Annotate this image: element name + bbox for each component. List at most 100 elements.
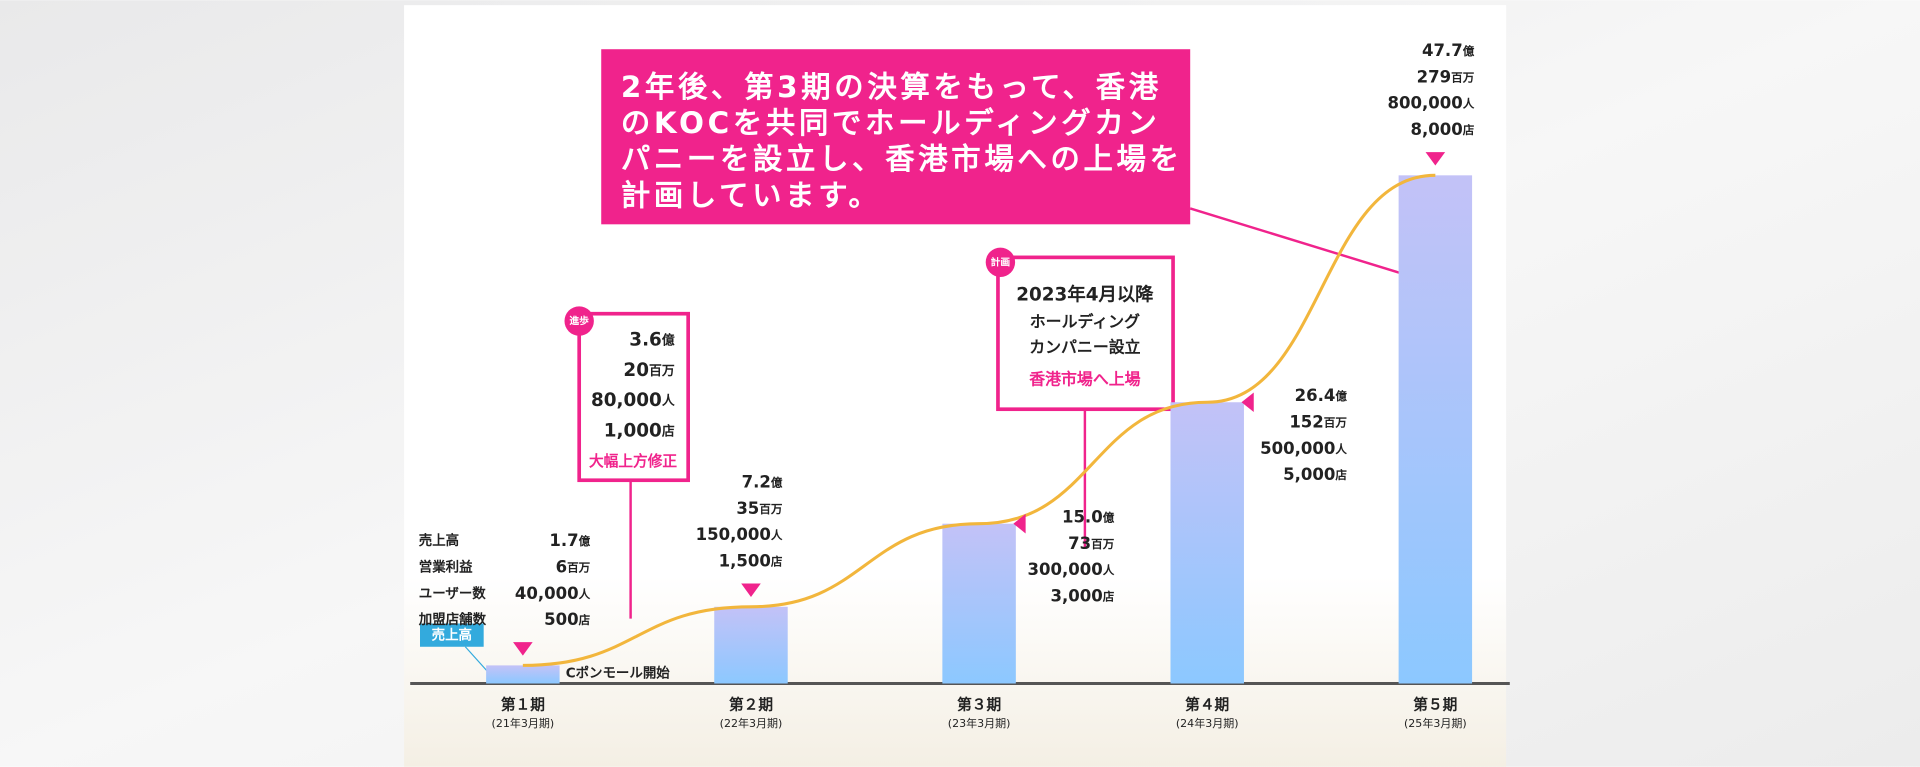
unit: 百万 bbox=[1451, 70, 1475, 84]
value: 73 bbox=[1068, 533, 1091, 552]
x-tick-sublabel: (21年3月期) bbox=[492, 716, 555, 730]
data-label: 152百万 bbox=[1289, 412, 1347, 431]
callout-highlight: 香港市場へ上場 bbox=[1029, 369, 1140, 388]
tag-circle bbox=[564, 306, 594, 336]
value: 40,000 bbox=[515, 583, 579, 602]
data-label: 1,500店 bbox=[719, 551, 783, 570]
metric-name: 売上高 bbox=[419, 532, 459, 549]
x-tick-sublabel: (22年3月期) bbox=[720, 716, 783, 730]
data-label: 3,000店 bbox=[1050, 586, 1114, 605]
unit: 億 bbox=[662, 332, 675, 348]
data-label: 20百万 bbox=[623, 360, 674, 381]
unit: 人 bbox=[1103, 563, 1115, 577]
headline-box bbox=[601, 49, 1191, 225]
tag-circle bbox=[985, 247, 1016, 277]
unit: 店 bbox=[1335, 468, 1347, 482]
pointer bbox=[1241, 392, 1254, 413]
value: 80,000 bbox=[591, 390, 662, 411]
unit: 億 bbox=[1335, 389, 1347, 403]
progress-callout-box bbox=[577, 311, 690, 483]
x-tick-sublabel: (23年3月期) bbox=[948, 716, 1011, 730]
tag-text: 計画 bbox=[991, 255, 1011, 268]
metric-name: 加盟店舗数 bbox=[418, 611, 487, 628]
data-label: 500店 bbox=[544, 610, 590, 629]
unit: 億 bbox=[1103, 510, 1115, 524]
headline: 2年後、第3期の決算をもって、香港のKOCを共同でホールディングカンパニーを設立… bbox=[621, 70, 1179, 212]
unit: 人 bbox=[771, 528, 783, 542]
value: 1,500 bbox=[719, 551, 771, 570]
metric-name: ユーザー数 bbox=[419, 585, 487, 602]
x-tick-label: 第４期 bbox=[1185, 696, 1229, 714]
unit: 店 bbox=[1103, 589, 1115, 603]
data-label: 3.6億 bbox=[629, 330, 675, 351]
tag-text: 進歩 bbox=[569, 314, 589, 327]
unit: 億 bbox=[1463, 44, 1475, 58]
value: 26.4 bbox=[1295, 386, 1336, 405]
value: 500,000 bbox=[1260, 438, 1335, 457]
data-label: 80,000人 bbox=[591, 390, 675, 411]
callout-line: 2023年4月以降 bbox=[1016, 283, 1154, 305]
data-label: 5,000店 bbox=[1283, 465, 1347, 484]
bar bbox=[1398, 175, 1473, 684]
value: 7.2 bbox=[742, 472, 771, 491]
unit: 店 bbox=[1463, 123, 1475, 137]
data-label: 73百万 bbox=[1068, 533, 1115, 552]
unit: 店 bbox=[662, 423, 675, 439]
value: 35 bbox=[736, 498, 759, 517]
value: 800,000 bbox=[1387, 93, 1462, 112]
pointer bbox=[513, 642, 533, 656]
tag-leader bbox=[464, 646, 488, 672]
x-tick-sublabel: (24年3月期) bbox=[1176, 716, 1239, 730]
value: 300,000 bbox=[1027, 560, 1102, 579]
x-tick-sublabel: (25年3月期) bbox=[1404, 716, 1467, 730]
unit: 百万 bbox=[1091, 536, 1115, 550]
value: 5,000 bbox=[1283, 465, 1335, 484]
value: 500 bbox=[544, 610, 578, 629]
unit: 百万 bbox=[567, 560, 591, 574]
data-label: 40,000人 bbox=[515, 583, 591, 602]
data-label: 500,000人 bbox=[1260, 438, 1347, 457]
data-label: 300,000人 bbox=[1027, 560, 1114, 579]
value: 8,000 bbox=[1410, 120, 1462, 139]
callout-note: 大幅上方修正 bbox=[589, 452, 677, 470]
value: 1,000 bbox=[604, 420, 662, 441]
pointer bbox=[1013, 513, 1026, 534]
unit: 百万 bbox=[1324, 415, 1348, 429]
data-label: 150,000人 bbox=[696, 525, 783, 544]
value: 6 bbox=[556, 557, 568, 576]
data-label: 800,000人 bbox=[1387, 93, 1474, 112]
headline-leader bbox=[1189, 207, 1430, 284]
x-tick-label: 第１期 bbox=[501, 696, 545, 714]
unit: 店 bbox=[579, 613, 591, 627]
data-label: 1,000店 bbox=[604, 420, 675, 441]
unit: 億 bbox=[771, 475, 783, 489]
callout-line: ホールディング bbox=[1030, 312, 1140, 331]
bar bbox=[942, 523, 1016, 684]
series-tag-text: 売上高 bbox=[432, 627, 472, 644]
unit: 店 bbox=[771, 554, 783, 568]
data-label: 26.4億 bbox=[1295, 386, 1348, 405]
metric-name: 営業利益 bbox=[419, 558, 473, 575]
value: 1.7 bbox=[549, 531, 578, 550]
start-note: Cポンモール開始 bbox=[566, 665, 671, 682]
data-label: 279百万 bbox=[1417, 67, 1475, 86]
data-label: 15.0億 bbox=[1062, 507, 1115, 526]
x-tick-label: 第３期 bbox=[957, 696, 1001, 714]
value: 150,000 bbox=[696, 525, 771, 544]
data-label: 8,000店 bbox=[1410, 120, 1474, 139]
x-tick-label: 第２期 bbox=[729, 696, 773, 714]
value: 20 bbox=[623, 360, 649, 381]
data-label: 6百万 bbox=[556, 557, 591, 576]
value: 3,000 bbox=[1050, 586, 1102, 605]
unit: 人 bbox=[662, 394, 675, 409]
unit: 人 bbox=[1463, 96, 1475, 110]
pointer bbox=[1425, 152, 1446, 166]
data-label: 47.7億 bbox=[1422, 41, 1475, 60]
value: 279 bbox=[1417, 67, 1451, 86]
data-label: 35百万 bbox=[736, 498, 783, 517]
pointer bbox=[741, 583, 761, 598]
value: 152 bbox=[1289, 412, 1323, 431]
unit: 百万 bbox=[649, 363, 675, 378]
headline-line: 計画しています。 bbox=[621, 178, 882, 212]
